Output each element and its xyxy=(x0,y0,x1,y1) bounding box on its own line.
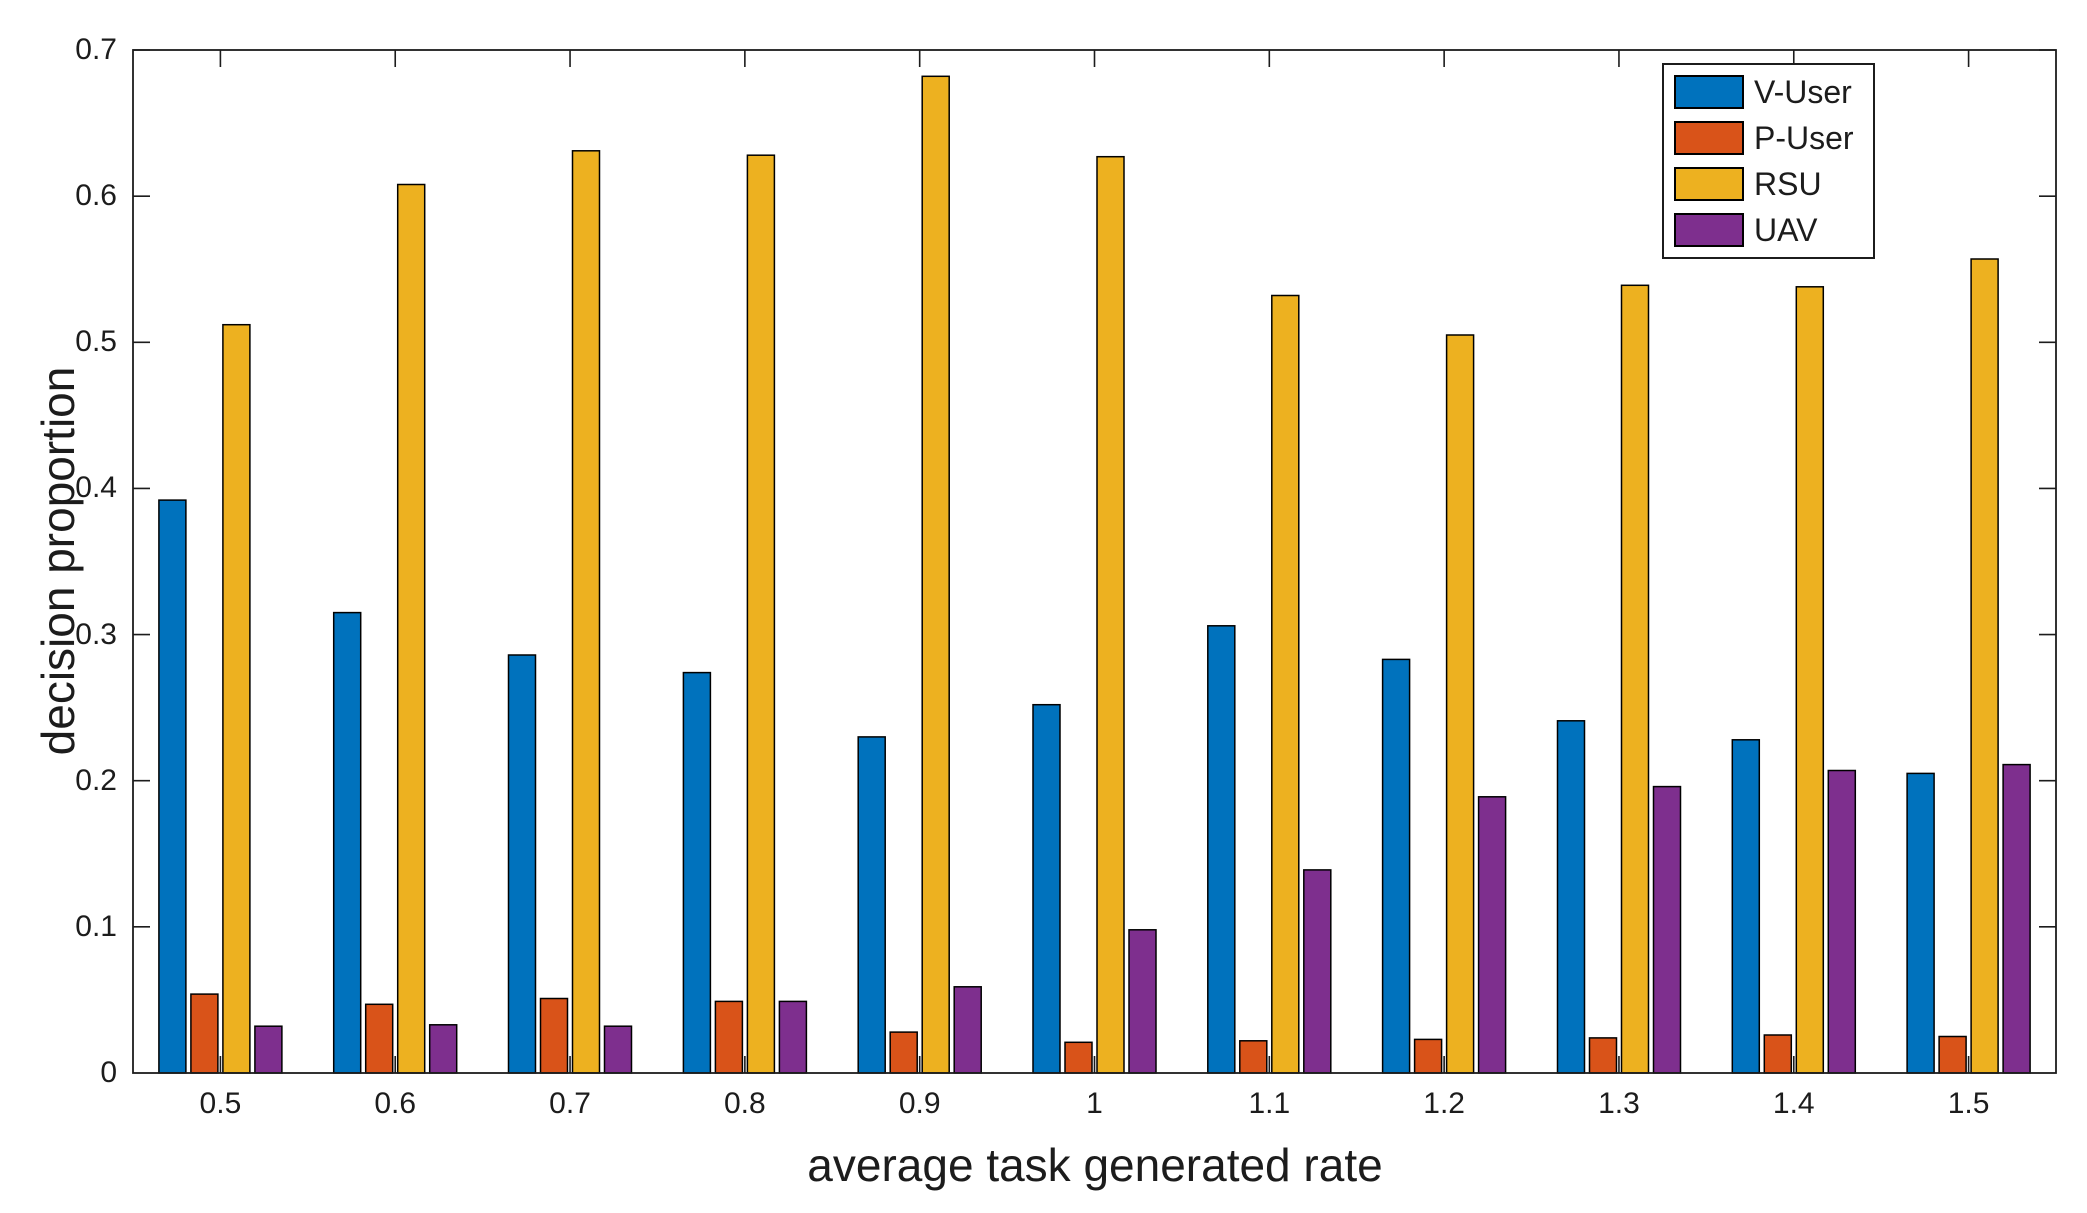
bar-v-user-x0.9 xyxy=(857,736,886,1074)
vuser-swatch xyxy=(1674,75,1744,109)
bar-p-user-x1 xyxy=(1064,1041,1093,1074)
bar-uav-x1.4 xyxy=(1827,769,1857,1074)
x-tick-label-0.8: 0.8 xyxy=(724,1087,766,1120)
bar-v-user-x1.1 xyxy=(1207,625,1236,1074)
bar-v-user-x0.5 xyxy=(158,499,187,1074)
axes-box xyxy=(132,49,2057,1074)
bar-uav-x1.2 xyxy=(1477,796,1507,1074)
bar-v-user-x0.7 xyxy=(507,654,537,1074)
bar-rsu-x1.4 xyxy=(1795,286,1825,1074)
uav-swatch xyxy=(1674,213,1744,247)
bar-uav-x1.5 xyxy=(2002,763,2031,1074)
bar-v-user-x0.6 xyxy=(332,611,362,1074)
legend-row-vuser: V-User xyxy=(1674,75,1873,109)
legend-label-rsu: RSU xyxy=(1754,166,1822,202)
legend-row-rsu: RSU xyxy=(1674,167,1873,201)
bar-rsu-x0.9 xyxy=(921,75,950,1074)
bar-v-user-x1 xyxy=(1032,703,1061,1074)
y-axis-label: decision proportion xyxy=(32,366,84,756)
bar-p-user-x0.7 xyxy=(539,997,569,1074)
x-tick-label-0.7: 0.7 xyxy=(549,1087,591,1120)
bar-v-user-x1.2 xyxy=(1381,658,1411,1074)
y-tick-label-0.7: 0.7 xyxy=(75,33,117,66)
puser-swatch xyxy=(1674,121,1744,155)
bar-p-user-x0.8 xyxy=(714,1000,744,1074)
y-tick-label-0.1: 0.1 xyxy=(75,909,117,943)
legend-label-puser: P-User xyxy=(1754,120,1854,156)
x-tick-label-0.5: 0.5 xyxy=(199,1087,242,1120)
bar-rsu-x1.2 xyxy=(1445,334,1475,1074)
bar-rsu-x1.5 xyxy=(1970,258,1999,1074)
legend-row-puser: P-User xyxy=(1674,121,1873,155)
y-tick-label-0.6: 0.6 xyxy=(75,179,117,213)
legend-row-uav: UAV xyxy=(1674,213,1873,247)
bar-rsu-x0.6 xyxy=(396,183,426,1074)
x-tick-label-0.9: 0.9 xyxy=(898,1087,941,1120)
y-tick-label-0.2: 0.2 xyxy=(75,763,117,797)
x-tick-label-1.3: 1.3 xyxy=(1598,1087,1640,1120)
bar-v-user-x0.8 xyxy=(682,671,712,1074)
bar-p-user-x1.2 xyxy=(1413,1038,1443,1074)
x-axis-label: average task generated rate xyxy=(807,1139,1383,1191)
bar-rsu-x0.7 xyxy=(571,150,601,1074)
bar-rsu-x1.1 xyxy=(1271,294,1300,1074)
bar-uav-x0.7 xyxy=(603,1025,633,1074)
bar-uav-x0.9 xyxy=(953,986,982,1074)
y-tick-label-0.5: 0.5 xyxy=(75,325,117,359)
bar-p-user-x1.3 xyxy=(1588,1037,1618,1074)
x-tick-label-1.2: 1.2 xyxy=(1423,1087,1465,1120)
x-tick-label-1.1: 1.1 xyxy=(1248,1087,1291,1120)
y-tick-label-0: 0 xyxy=(100,1056,117,1089)
bar-v-user-x1.3 xyxy=(1556,720,1586,1074)
bar-uav-x0.8 xyxy=(778,1000,808,1074)
bar-rsu-x1 xyxy=(1096,155,1125,1074)
x-tick-label-1.5: 1.5 xyxy=(1947,1087,1990,1120)
legend: V-User P-User RSU UAV xyxy=(1662,63,1875,259)
y-tick-label-0.4: 0.4 xyxy=(75,471,117,505)
bar-v-user-x1.5 xyxy=(1906,772,1935,1074)
bar-p-user-x0.9 xyxy=(889,1031,918,1074)
bar-uav-x0.6 xyxy=(428,1024,458,1074)
x-tick-label-1.4: 1.4 xyxy=(1772,1087,1815,1120)
legend-label-uav: UAV xyxy=(1754,212,1818,248)
rsu-swatch xyxy=(1674,167,1744,201)
bar-uav-x1.1 xyxy=(1303,869,1332,1074)
bar-rsu-x0.8 xyxy=(746,154,776,1074)
x-tick-label-1: 1 xyxy=(1086,1087,1103,1120)
bar-rsu-x0.5 xyxy=(222,323,251,1074)
y-tick-label-0.3: 0.3 xyxy=(75,617,117,651)
bar-uav-x1 xyxy=(1128,929,1157,1074)
bar-p-user-x1.4 xyxy=(1763,1034,1793,1074)
bar-p-user-x1.1 xyxy=(1239,1040,1268,1074)
bar-p-user-x0.5 xyxy=(190,993,219,1074)
bar-rsu-x1.3 xyxy=(1620,284,1650,1074)
bar-uav-x1.3 xyxy=(1652,785,1682,1074)
bar-v-user-x1.4 xyxy=(1731,739,1761,1074)
bar-p-user-x0.6 xyxy=(364,1003,394,1074)
bar-uav-x0.5 xyxy=(254,1025,283,1074)
x-tick-label-0.6: 0.6 xyxy=(374,1087,417,1120)
legend-label-vuser: V-User xyxy=(1754,74,1852,110)
bar-p-user-x1.5 xyxy=(1938,1035,1967,1074)
